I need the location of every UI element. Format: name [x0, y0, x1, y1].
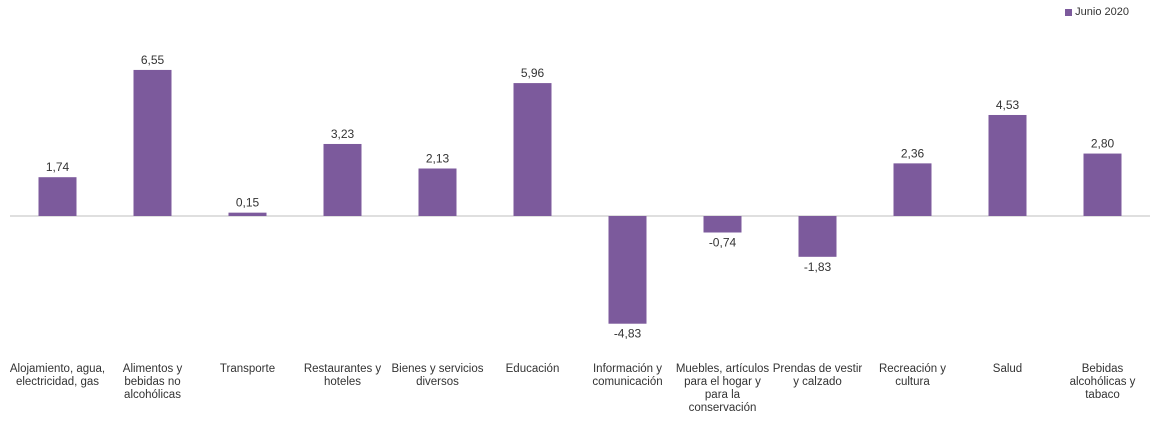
category-label: Recreación y cultura	[878, 363, 947, 388]
category-label: Educación	[505, 363, 560, 375]
category-label: Bienes y servicios diversos	[391, 363, 484, 388]
data-label: -1,83	[804, 260, 832, 274]
bar	[1083, 153, 1122, 216]
bar	[228, 212, 267, 216]
data-label: 3,23	[331, 127, 355, 141]
category-label: Prendas de vestir y calzado	[772, 363, 863, 388]
data-label: 2,80	[1091, 137, 1115, 151]
data-label: 0,15	[236, 196, 260, 210]
bar	[133, 69, 172, 216]
data-label: 2,36	[901, 146, 925, 160]
bar	[513, 83, 552, 216]
data-label: 2,13	[426, 152, 450, 166]
category-label: Alojamiento, agua, electricidad, gas	[9, 363, 106, 388]
category-label: Restaurantes y hoteles	[303, 363, 382, 388]
data-label: -4,83	[614, 327, 642, 341]
bar	[38, 177, 77, 216]
legend-swatch	[1065, 8, 1073, 16]
bar	[418, 168, 457, 216]
data-label: 6,55	[141, 53, 165, 67]
data-label: 4,53	[996, 98, 1020, 112]
category-label: Muebles, artículos para el hogar y para …	[675, 363, 770, 414]
category-label: Transporte	[219, 363, 276, 375]
data-label: 1,74	[46, 160, 70, 174]
bar	[798, 216, 837, 257]
data-label: -0,74	[709, 236, 737, 250]
bar	[988, 114, 1027, 216]
bar	[893, 163, 932, 216]
category-label: Alimentos y bebidas no alcohólicas	[122, 363, 183, 401]
category-label: Bebidas alcohólicas y tabaco	[1069, 363, 1136, 401]
bar	[703, 216, 742, 233]
legend: Junio 2020	[1065, 6, 1129, 18]
legend-label: Junio 2020	[1075, 6, 1129, 18]
bar	[323, 143, 362, 216]
bar	[608, 216, 647, 324]
data-label: 5,96	[521, 66, 545, 80]
category-label: Salud	[992, 363, 1023, 375]
category-label: Información y comunicación	[592, 363, 663, 388]
